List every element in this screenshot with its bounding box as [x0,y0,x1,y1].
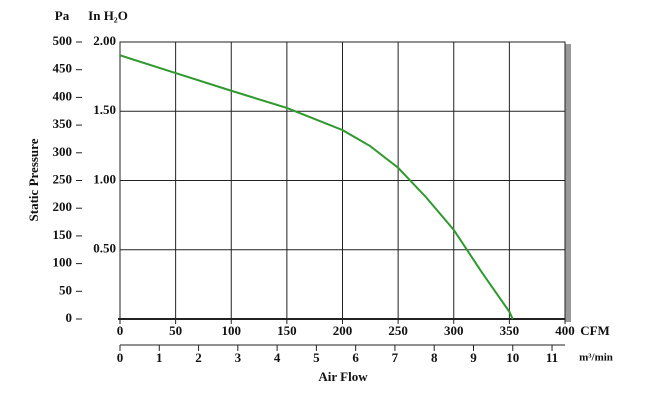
y-tick-label: 300 [53,144,73,159]
y-tick-label: 150 [53,227,73,242]
x2-unit: m³/min [579,352,613,364]
x-tick-label: 350 [500,323,520,338]
y2-tick-label: 1.00 [93,171,116,186]
x-tick-label: 400 [555,323,575,338]
shadow [565,44,571,322]
x2-tick-label: 3 [235,350,242,365]
y-tick-label: 500 [53,33,73,48]
x2-tick-label: 1 [156,350,163,365]
y2-tick-label: 1.50 [93,102,116,117]
x-tick-label: 250 [388,323,408,338]
x2-tick-label: 4 [274,350,281,365]
x2-tick-label: 9 [470,350,477,365]
x2-tick-label: 10 [506,350,519,365]
y-tick-label: 250 [53,171,73,186]
y-tick-label: 350 [53,116,73,131]
curve [119,54,514,320]
x-unit: CFM [580,323,610,338]
y-tick-label: 100 [53,255,73,270]
x-tick-label: 300 [444,323,464,338]
y2-tick-label: 0.50 [93,241,116,256]
y2-unit: In H₂O [88,8,128,23]
y-tick-label: 50 [59,282,72,297]
x-axis-title: Air Flow [318,369,368,384]
x2-tick-label: 7 [392,350,399,365]
y-axis-title: Static Pressure [26,138,41,221]
y-tick-label: 450 [53,61,73,76]
x-tick-label: 100 [222,323,242,338]
x2-tick-label: 0 [117,350,124,365]
x-tick-label: 200 [333,323,353,338]
y-unit: Pa [55,8,70,23]
y-tick-label: 400 [53,88,73,103]
x-tick-label: 0 [117,323,124,338]
x-tick-label: 50 [169,323,182,338]
x2-tick-label: 8 [431,350,438,365]
y2-tick-label: 2.00 [93,33,116,48]
y-tick-label: 0 [66,310,73,325]
x2-tick-label: 6 [352,350,359,365]
y-tick-label: 200 [53,199,73,214]
x2-tick-label: 2 [195,350,202,365]
x-tick-label: 150 [277,323,297,338]
x2-tick-label: 11 [546,350,558,365]
x2-tick-label: 5 [313,350,320,365]
